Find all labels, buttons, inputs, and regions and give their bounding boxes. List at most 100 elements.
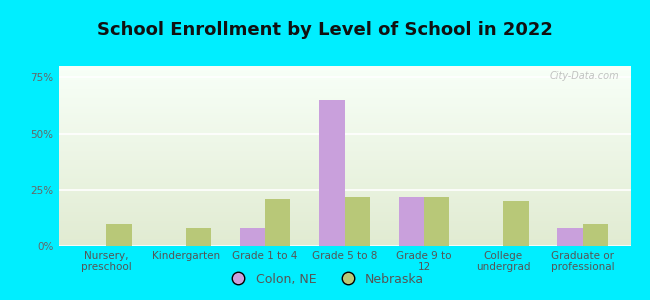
Bar xyxy=(58,242,630,244)
Bar xyxy=(58,161,630,163)
Bar xyxy=(58,125,630,127)
Bar xyxy=(58,147,630,149)
Bar xyxy=(58,176,630,178)
Bar xyxy=(58,73,630,75)
Bar xyxy=(58,115,630,116)
Bar xyxy=(344,196,370,246)
Bar xyxy=(58,210,630,212)
Bar xyxy=(58,79,630,80)
Bar xyxy=(58,120,630,122)
Bar xyxy=(424,196,449,246)
Bar xyxy=(58,100,630,102)
Bar xyxy=(58,142,630,143)
Bar xyxy=(58,145,630,147)
Bar xyxy=(58,178,630,179)
Bar xyxy=(58,233,630,235)
Bar xyxy=(58,88,630,89)
Bar xyxy=(58,215,630,217)
Bar xyxy=(58,131,630,133)
Bar xyxy=(58,199,630,201)
Bar xyxy=(58,109,630,111)
Bar xyxy=(58,140,630,142)
Bar xyxy=(58,228,630,230)
Bar xyxy=(319,100,344,246)
Bar xyxy=(58,149,630,151)
Bar xyxy=(58,107,630,109)
Bar xyxy=(58,134,630,136)
Bar xyxy=(58,77,630,79)
Bar xyxy=(58,187,630,188)
Bar xyxy=(58,93,630,95)
Bar xyxy=(58,237,630,239)
Text: School Enrollment by Level of School in 2022: School Enrollment by Level of School in … xyxy=(97,21,553,39)
Bar xyxy=(265,199,291,246)
Bar xyxy=(58,143,630,145)
Bar xyxy=(58,206,630,208)
Bar xyxy=(58,71,630,73)
Bar xyxy=(58,104,630,106)
Bar xyxy=(58,80,630,82)
Bar xyxy=(58,68,630,70)
Bar xyxy=(58,118,630,120)
Bar xyxy=(58,241,630,242)
Bar xyxy=(58,224,630,226)
Bar xyxy=(58,111,630,113)
Text: City-Data.com: City-Data.com xyxy=(549,71,619,81)
Bar xyxy=(58,152,630,154)
Bar xyxy=(58,170,630,172)
Bar xyxy=(58,124,630,125)
Bar xyxy=(58,102,630,104)
Legend: Colon, NE, Nebraska: Colon, NE, Nebraska xyxy=(221,268,429,291)
Bar xyxy=(583,224,608,246)
Bar xyxy=(58,136,630,138)
Bar xyxy=(503,201,529,246)
Bar xyxy=(58,165,630,167)
Bar xyxy=(58,181,630,183)
Bar xyxy=(58,160,630,161)
Bar xyxy=(186,228,211,246)
Bar xyxy=(58,95,630,97)
Bar xyxy=(58,223,630,224)
Bar xyxy=(58,208,630,210)
Bar xyxy=(58,163,630,165)
Bar xyxy=(58,190,630,192)
Bar xyxy=(58,183,630,185)
Bar xyxy=(58,151,630,152)
Bar xyxy=(58,158,630,160)
Bar xyxy=(58,116,630,118)
Bar xyxy=(58,75,630,77)
Bar xyxy=(58,133,630,134)
Bar xyxy=(58,196,630,197)
Bar xyxy=(58,113,630,115)
Bar xyxy=(58,230,630,232)
Bar xyxy=(58,192,630,194)
Bar xyxy=(58,203,630,205)
Bar xyxy=(58,138,630,140)
Bar xyxy=(58,86,630,88)
Bar xyxy=(58,219,630,221)
Bar xyxy=(106,224,131,246)
Bar xyxy=(58,84,630,86)
Bar xyxy=(58,169,630,170)
Bar xyxy=(58,89,630,91)
Bar xyxy=(58,172,630,174)
Bar xyxy=(58,174,630,176)
Bar xyxy=(58,91,630,93)
Bar xyxy=(58,97,630,98)
Bar xyxy=(58,226,630,228)
Bar xyxy=(58,82,630,84)
Bar xyxy=(58,185,630,187)
Bar xyxy=(58,212,630,214)
Bar xyxy=(58,167,630,169)
Bar xyxy=(58,214,630,215)
Bar xyxy=(58,127,630,129)
Bar xyxy=(58,232,630,233)
Bar xyxy=(398,196,424,246)
Bar xyxy=(58,154,630,156)
Bar xyxy=(58,221,630,223)
Bar xyxy=(558,228,583,246)
Bar xyxy=(58,122,630,124)
Bar xyxy=(58,179,630,181)
Bar xyxy=(58,188,630,190)
Bar xyxy=(58,239,630,241)
